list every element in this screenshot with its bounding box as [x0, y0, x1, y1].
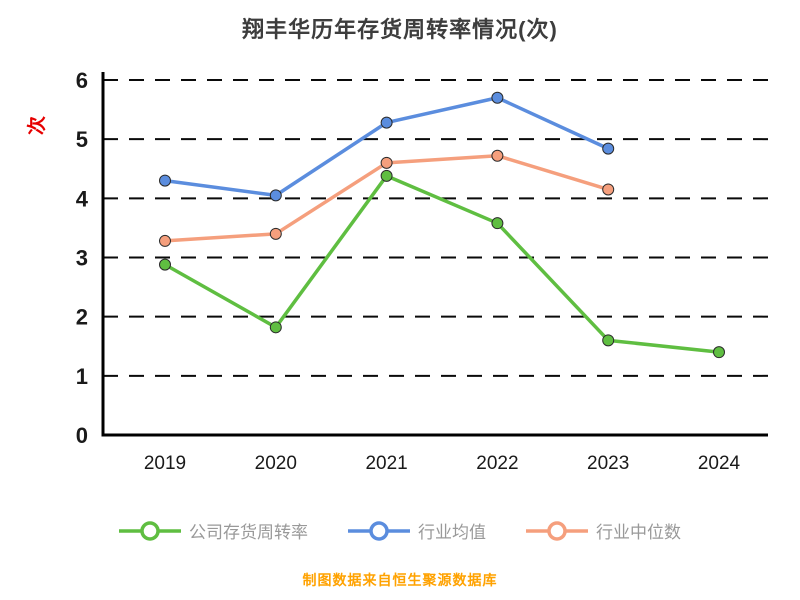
- y-tick-label: 0: [76, 423, 88, 448]
- legend-marker-circle: [369, 520, 389, 541]
- data-point-company-inventory-turnover: [269, 321, 282, 334]
- x-tick-label: 2023: [587, 453, 629, 474]
- legend-item-industry-average: 行业均值: [348, 518, 486, 543]
- y-tick-label: 5: [76, 127, 88, 152]
- y-tick-label: 6: [76, 68, 88, 93]
- legend-marker-icon: [119, 520, 181, 541]
- data-point-industry-average: [491, 91, 504, 104]
- x-tick-label: 2020: [255, 453, 297, 474]
- legend-marker-icon: [526, 520, 588, 541]
- data-point-industry-median: [159, 234, 171, 247]
- data-point-industry-median: [380, 156, 393, 169]
- data-point-company-inventory-turnover: [491, 217, 504, 230]
- x-tick-label: 2024: [698, 453, 741, 474]
- legend-item-industry-median: 行业中位数: [526, 518, 681, 543]
- data-point-company-inventory-turnover: [713, 346, 725, 359]
- y-tick-label: 4: [76, 186, 89, 211]
- chart-title: 翔丰华历年存货周转率情况(次): [242, 17, 558, 42]
- y-tick-label: 2: [76, 305, 88, 330]
- legend-item-company-inventory-turnover: 公司存货周转率: [119, 518, 308, 543]
- chart-legend: 公司存货周转率 行业均值 行业中位数: [0, 518, 800, 543]
- data-point-company-inventory-turnover: [159, 258, 171, 271]
- data-point-industry-median: [269, 227, 282, 240]
- x-tick-label: 2019: [144, 453, 186, 474]
- data-point-industry-average: [602, 142, 615, 155]
- legend-label-industry-average: 行业均值: [418, 523, 486, 542]
- y-tick-label: 3: [76, 246, 88, 271]
- legend-marker-circle: [140, 520, 160, 541]
- data-point-company-inventory-turnover: [380, 169, 393, 182]
- data-point-company-inventory-turnover: [602, 334, 615, 347]
- data-point-industry-average: [159, 174, 171, 187]
- legend-label-company-inventory-turnover: 公司存货周转率: [189, 523, 308, 542]
- data-point-industry-median: [491, 149, 504, 162]
- series-line-company-inventory-turnover: [163, 174, 721, 354]
- x-tick-label: 2021: [365, 453, 407, 474]
- line-chart: 0 1 2 3 4 5 6 2019 2020 2021 2022 2023 2024: [76, 68, 768, 474]
- data-point-industry-average: [380, 116, 393, 129]
- data-point-industry-average: [269, 189, 282, 202]
- y-tick-label: 1: [76, 364, 88, 389]
- legend-marker-icon: [348, 520, 410, 541]
- data-source-note: 制图数据来自恒生聚源数据库: [302, 572, 498, 588]
- legend-marker-circle: [547, 520, 567, 541]
- legend-label-industry-median: 行业中位数: [596, 523, 681, 542]
- x-tick-label: 2022: [476, 453, 518, 474]
- data-point-industry-median: [602, 183, 615, 196]
